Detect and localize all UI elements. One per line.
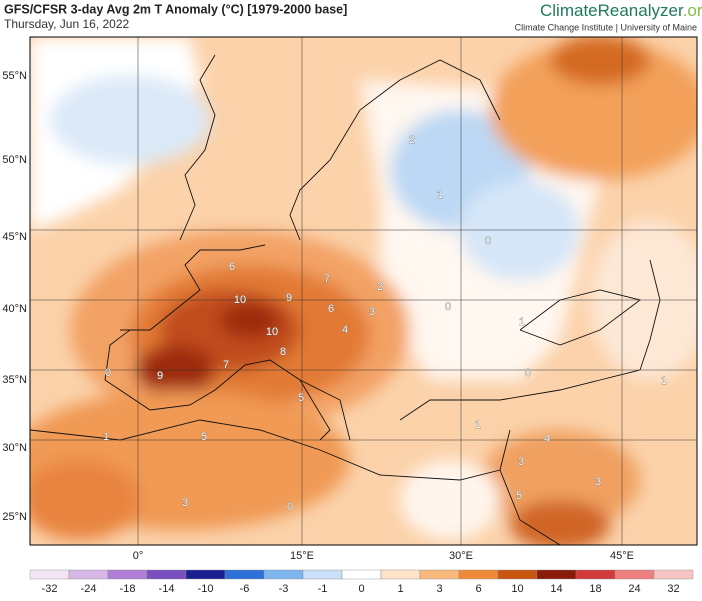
- contour-label: 2: [409, 134, 415, 146]
- lat-label: 55°N: [2, 70, 27, 82]
- colorbar-swatch: [380, 569, 421, 580]
- colorbar-label: -24: [81, 583, 97, 595]
- contour-label: 0: [525, 367, 531, 379]
- contour-label: 1: [519, 316, 525, 328]
- colorbar-swatch: [29, 569, 70, 580]
- colorbar-swatch: [536, 569, 577, 580]
- colorbar-label: -14: [159, 583, 175, 595]
- colorbar-swatch: [263, 569, 304, 580]
- contour-label: 5: [298, 392, 304, 404]
- contour-label: 0: [287, 501, 293, 513]
- colorbar-swatch: [497, 569, 538, 580]
- colorbar-swatch: [614, 569, 655, 580]
- contour-label: 6: [229, 261, 235, 273]
- colorbar-swatch: [341, 569, 382, 580]
- colorbar-label: -18: [120, 583, 136, 595]
- colorbar-label: 14: [550, 583, 562, 595]
- colorbar-swatch: [458, 569, 499, 580]
- colorbar-swatch: [653, 569, 694, 580]
- contour-label: 1: [475, 419, 481, 431]
- lat-label: 25°N: [2, 511, 27, 523]
- contour-label: 10: [234, 294, 246, 306]
- colorbar-label: 6: [475, 583, 481, 595]
- logo: ClimateReanalyzer.org: [540, 1, 702, 20]
- contour-label: 10: [266, 326, 278, 338]
- lat-label: 30°N: [2, 442, 27, 454]
- title: GFS/CFSR 3-day Avg 2m T Anomaly (°C) [19…: [4, 2, 347, 16]
- colorbar-label: -6: [240, 583, 250, 595]
- contour-label: 1: [437, 189, 443, 201]
- colorbar-swatch: [419, 569, 460, 580]
- colorbar-label: -1: [318, 583, 328, 595]
- lon-label: 0°: [133, 550, 144, 562]
- lat-label: 40°N: [2, 303, 27, 315]
- tagline: Climate Change Institute | University of…: [515, 22, 697, 32]
- contour-label: 0: [445, 301, 451, 313]
- colorbar-label: 24: [628, 583, 640, 595]
- logo-suffix: .org: [683, 1, 702, 20]
- colorbar-label: 0: [358, 583, 364, 595]
- colorbar-label: 3: [436, 583, 442, 595]
- contour-label: 3: [182, 497, 188, 509]
- lat-label: 45°N: [2, 231, 27, 243]
- colorbar-label: -3: [279, 583, 289, 595]
- contour-label: 0: [105, 367, 111, 379]
- contour-label: 5: [201, 431, 207, 443]
- contour-label: 4: [342, 324, 348, 336]
- colorbar-swatch: [185, 569, 226, 580]
- map-frame: [29, 36, 698, 546]
- colorbar-swatch: [224, 569, 265, 580]
- colorbar-swatch: [107, 569, 148, 580]
- contour-label: 9: [157, 370, 163, 382]
- lon-label: 45°E: [610, 550, 634, 562]
- colorbar-label: 18: [589, 583, 601, 595]
- contour-label: 0: [485, 235, 491, 247]
- contour-label: 7: [324, 273, 330, 285]
- contour-label: 1: [661, 375, 667, 387]
- colorbar-swatch: [68, 569, 109, 580]
- contour-label: 4: [544, 433, 550, 445]
- lat-label: 35°N: [2, 374, 27, 386]
- logo-main: ClimateReanalyzer: [540, 1, 684, 20]
- colorbar-swatch: [575, 569, 616, 580]
- contour-label: 3: [518, 456, 524, 468]
- contour-label: 3: [369, 306, 375, 318]
- contour-label: 2: [377, 281, 383, 293]
- contour-label: 3: [595, 476, 601, 488]
- contour-label: 1: [103, 431, 109, 443]
- colorbar-label: 32: [667, 583, 679, 595]
- colorbar-label: -10: [198, 583, 214, 595]
- colorbar-label: -32: [42, 583, 58, 595]
- colorbar-swatch: [302, 569, 343, 580]
- colorbar-label: 10: [511, 583, 523, 595]
- contour-label: 5: [516, 490, 522, 502]
- colorbar-label: 1: [397, 583, 403, 595]
- contour-label: 9: [286, 292, 292, 304]
- lon-label: 30°E: [449, 550, 473, 562]
- lon-label: 15°E: [290, 550, 314, 562]
- colorbar-swatch: [146, 569, 187, 580]
- date: Thursday, Jun 16, 2022: [4, 17, 130, 31]
- lat-label: 50°N: [2, 154, 27, 166]
- contour-label: 8: [280, 346, 286, 358]
- contour-label: 7: [223, 359, 229, 371]
- contour-label: 6: [328, 303, 334, 315]
